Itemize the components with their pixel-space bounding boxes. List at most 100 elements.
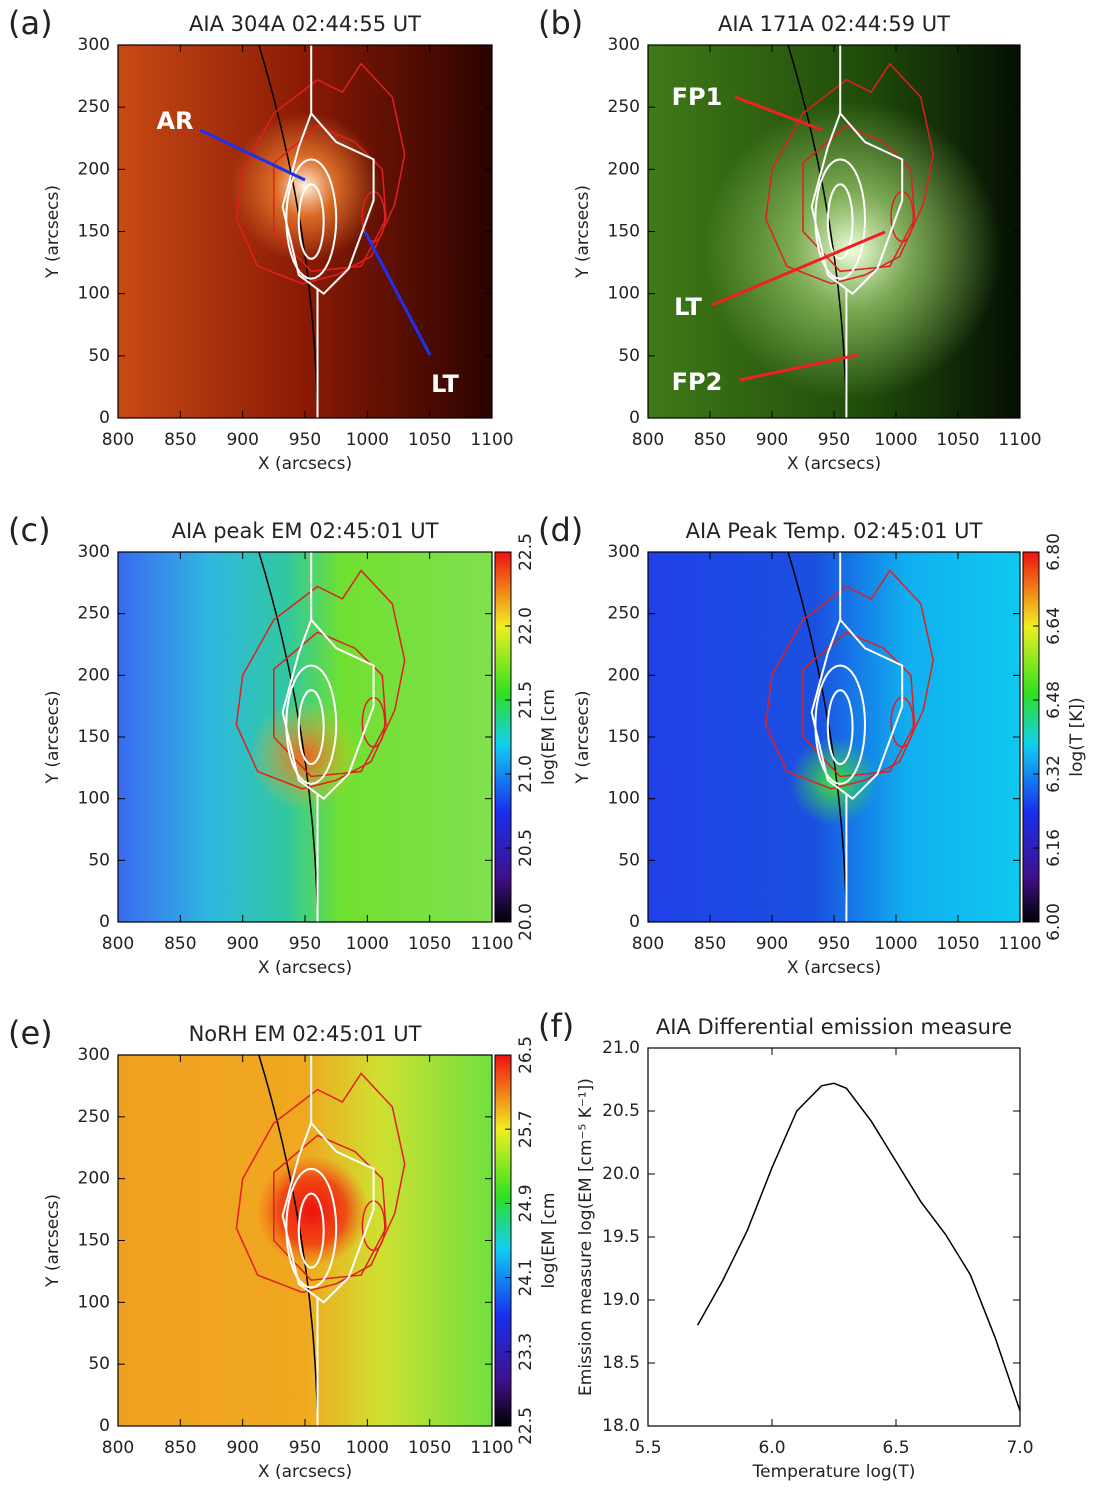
white-contour [814,158,867,280]
white-contour [810,552,904,801]
y-tick-label: 150 [78,1231,110,1251]
y-tick-label: 50 [88,850,110,870]
x-tick-label: 850 [694,430,726,450]
panel-label: (e) [8,1014,53,1052]
x-tick-label: 1100 [470,934,513,954]
y-tick-label: 250 [78,604,110,624]
colorbar [1022,551,1040,923]
red-contour [765,569,934,790]
colorbar-tick-label: 24.9 [516,1184,536,1222]
image [118,552,492,922]
x-axis-label: X (arcsecs) [258,958,352,978]
panel-title: AIA 304A 02:44:55 UT [189,12,421,36]
white-contour [281,1055,375,1304]
y-tick-label: 200 [78,159,110,179]
white-contour [826,183,854,260]
colorbar-tick-label: 6.32 [1044,755,1064,793]
y-tick-label: 50 [618,346,640,366]
image-highlight [648,45,1020,418]
red-contour [273,631,387,778]
limb [258,45,319,418]
y-tick-label: 100 [608,284,640,304]
y-tick-label: 200 [78,665,110,685]
limb [787,552,848,922]
red-contour [361,1200,386,1252]
x-tick-label: 1000 [346,1438,389,1458]
y-tick-label: 200 [608,159,640,179]
white-contour [297,1192,325,1269]
x-tick-label: 1100 [470,430,513,450]
y-tick-label: 19.5 [602,1227,640,1247]
red-contour [890,696,915,748]
annotation: FP1 [672,83,723,111]
annotation-arrow [711,230,886,307]
annotation-arrow [363,231,432,356]
colorbar-tick-label: 6.16 [1044,829,1064,867]
red-contour [890,190,915,243]
red-contour [235,62,406,285]
x-tick-label: 1050 [408,1438,451,1458]
white-contour [285,664,338,785]
white-contour [814,664,867,785]
x-axis-label: X (arcsecs) [258,454,352,474]
plot-frame [647,44,1021,419]
white-contour [826,689,854,766]
x-tick-label: 1100 [470,1438,513,1458]
y-tick-label: 150 [78,727,110,747]
red-contour [273,1134,387,1281]
y-tick-label: 0 [629,408,640,428]
limb [258,552,319,922]
y-tick-label: 250 [608,97,640,117]
image [118,45,492,418]
y-tick-label: 50 [88,1354,110,1374]
y-axis-label: Emission measure log(EM [cm⁻⁵ K⁻¹]) [576,1078,596,1396]
y-tick-label: 18.5 [602,1353,640,1373]
red-contour [361,696,386,748]
x-tick-label: 950 [818,430,850,450]
image-highlight [648,552,1020,922]
y-tick-label: 0 [629,912,640,932]
annotation: AR [156,107,193,135]
plot-frame [117,44,493,419]
x-axis-label: X (arcsecs) [787,958,881,978]
x-axis-label: Temperature log(T) [752,1462,916,1482]
annotation: LT [674,293,702,321]
x-tick-label: 1050 [408,934,451,954]
colorbar-label: log(T [K]) [1067,697,1087,776]
y-tick-label: 300 [608,35,640,55]
x-tick-label: 1050 [408,430,451,450]
panel-title: AIA 171A 02:44:59 UT [718,12,950,36]
limb [258,1055,319,1426]
panel-label: (d) [538,511,583,549]
panel-label: (f) [538,1007,574,1045]
white-contour [285,158,338,280]
x-tick-label: 6.5 [882,1438,909,1458]
x-tick-label: 6.0 [758,1438,785,1458]
y-tick-label: 300 [78,542,110,562]
x-tick-label: 5.5 [634,1438,661,1458]
x-tick-label: 1000 [346,934,389,954]
x-tick-label: 950 [289,934,321,954]
colorbar-label: log(EM [cm [539,689,559,785]
y-tick-label: 150 [608,727,640,747]
y-tick-label: 18.0 [602,1416,640,1436]
colorbar-tick-label: 6.64 [1044,607,1064,645]
plot-frame [117,551,493,923]
y-tick-label: 250 [78,1107,110,1127]
dem-line [696,1082,1021,1412]
x-tick-label: 1100 [998,934,1041,954]
x-tick-label: 800 [102,934,134,954]
image [648,552,1020,922]
x-tick-label: 800 [102,1438,134,1458]
y-axis-label: Y (arcsecs) [43,1194,63,1288]
x-tick-label: 950 [818,934,850,954]
x-tick-label: 850 [164,430,196,450]
colorbar-tick-label: 25.7 [516,1110,536,1148]
y-tick-label: 250 [78,97,110,117]
x-tick-label: 900 [756,934,788,954]
y-tick-label: 150 [78,222,110,242]
x-tick-label: 7.0 [1006,1438,1033,1458]
limb [787,45,848,418]
x-tick-label: 950 [289,1438,321,1458]
